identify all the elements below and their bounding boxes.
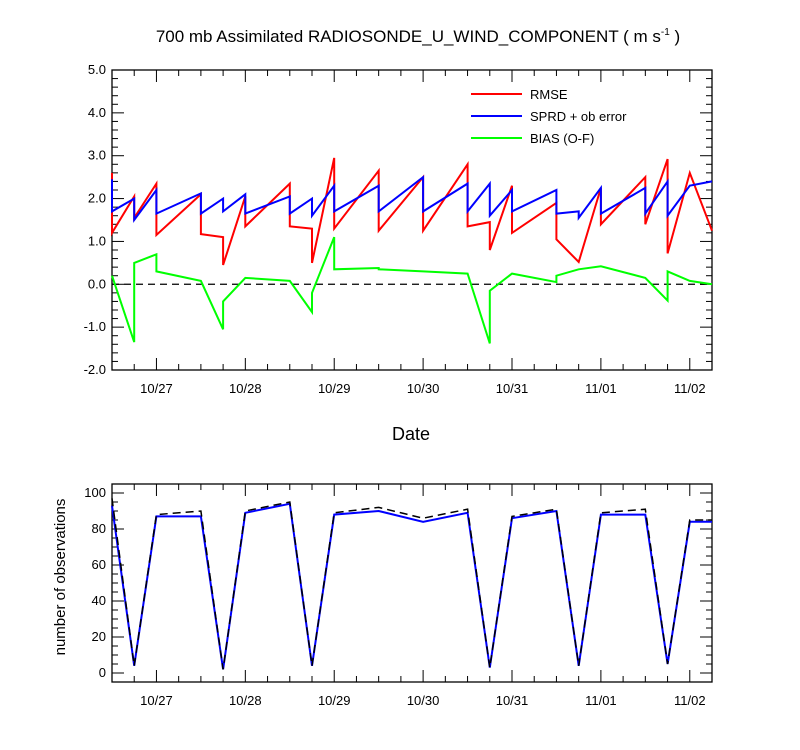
legend-label: RMSE — [530, 87, 568, 102]
top-y-tick-label: 0.0 — [88, 276, 106, 291]
legend-label: SPRD + ob error — [530, 109, 627, 124]
bottom-series-assimilated — [111, 502, 712, 670]
bottom-y-tick-label: 20 — [92, 629, 106, 644]
top-x-tick-label: 10/30 — [407, 381, 440, 396]
bottom-x-tick-label: 11/02 — [674, 693, 706, 708]
top-y-tick-label: 5.0 — [88, 62, 106, 77]
bottom-x-tick-label: 10/28 — [229, 693, 262, 708]
bottom-x-tick-label: 11/01 — [585, 693, 617, 708]
bottom-x-tick-label: 10/27 — [140, 693, 173, 708]
chart-title: 700 mb Assimilated RADIOSONDE_U_WIND_COM… — [156, 27, 680, 46]
top-y-tick-label: -1.0 — [84, 319, 106, 334]
top-x-tick-label: 10/29 — [318, 381, 351, 396]
bottom-x-tick-label: 10/30 — [407, 693, 440, 708]
top-y-tick-label: -2.0 — [84, 362, 106, 377]
top-x-tick-label: 11/01 — [585, 381, 617, 396]
top-x-tick-label: 11/02 — [674, 381, 706, 396]
bottom-y-tick-label: 100 — [84, 485, 106, 500]
top-y-tick-label: 3.0 — [88, 148, 106, 163]
bottom-y-tick-label: 0 — [99, 665, 106, 680]
top-x-axis-label: Date — [392, 424, 430, 444]
bottom-y-tick-label: 40 — [92, 593, 106, 608]
top-series-sprd-ob-error — [111, 175, 713, 224]
top-y-tick-label: 4.0 — [88, 105, 106, 120]
top-series-bias-o-f — [111, 236, 713, 344]
bottom-series-possible — [111, 498, 712, 670]
bottom-y-axis-label: number of observations — [52, 499, 69, 656]
bottom-y-tick-label: 60 — [92, 557, 106, 572]
top-x-tick-label: 10/27 — [140, 381, 173, 396]
top-x-tick-label: 10/28 — [229, 381, 262, 396]
bottom-x-tick-label: 10/31 — [496, 693, 529, 708]
top-y-tick-label: 2.0 — [88, 191, 106, 206]
bottom-y-tick-label: 80 — [92, 521, 106, 536]
top-series-rmse — [111, 157, 713, 266]
top-x-tick-label: 10/31 — [496, 381, 529, 396]
top-y-tick-label: 1.0 — [88, 233, 106, 248]
bottom-x-tick-label: 10/29 — [318, 693, 351, 708]
legend-label: BIAS (O-F) — [530, 131, 594, 146]
